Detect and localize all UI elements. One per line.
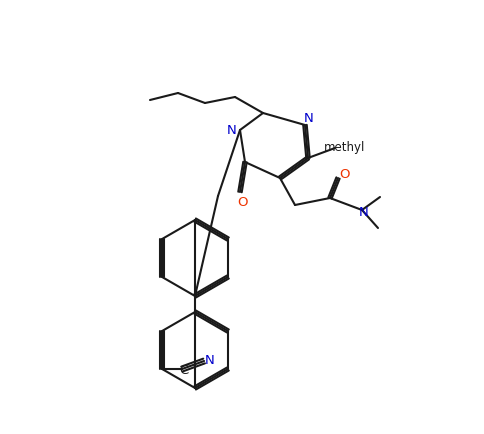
Text: C: C [180,365,189,378]
Text: O: O [237,195,247,208]
Text: N: N [227,124,237,137]
Text: O: O [339,168,349,181]
Text: N: N [359,206,369,218]
Text: N: N [205,355,215,368]
Text: N: N [304,112,314,125]
Text: methyl: methyl [324,141,366,155]
